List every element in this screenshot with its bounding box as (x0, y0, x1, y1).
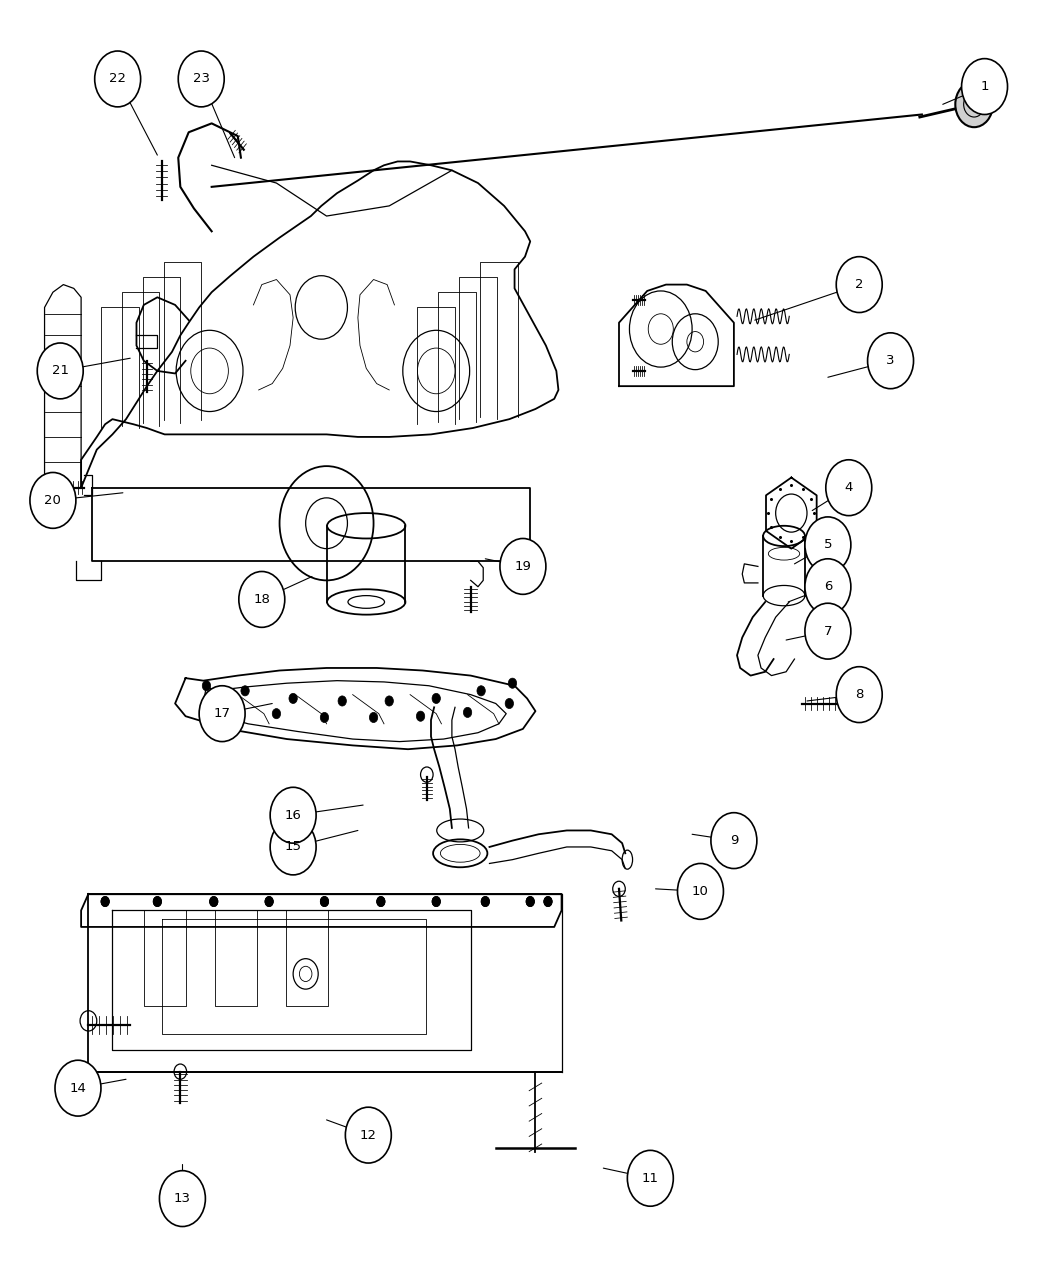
Circle shape (825, 460, 872, 515)
Text: 2: 2 (855, 278, 863, 291)
Circle shape (526, 896, 534, 907)
Circle shape (338, 696, 347, 706)
Text: 16: 16 (285, 808, 301, 821)
Circle shape (289, 694, 297, 704)
Circle shape (477, 686, 485, 696)
Circle shape (500, 538, 546, 594)
Circle shape (432, 694, 440, 704)
Text: 13: 13 (174, 1192, 191, 1205)
Text: 1: 1 (981, 80, 989, 93)
Circle shape (270, 819, 316, 875)
Circle shape (270, 787, 316, 843)
Circle shape (345, 1107, 392, 1163)
Circle shape (94, 51, 141, 107)
Text: 10: 10 (692, 885, 709, 898)
Text: 9: 9 (730, 834, 738, 847)
Circle shape (711, 812, 757, 868)
Circle shape (37, 343, 83, 399)
Text: 12: 12 (360, 1128, 377, 1141)
Text: 18: 18 (253, 593, 270, 606)
Text: 8: 8 (855, 688, 863, 701)
Circle shape (481, 896, 489, 907)
Text: 23: 23 (193, 73, 210, 85)
Circle shape (320, 896, 329, 907)
Circle shape (320, 896, 329, 907)
Circle shape (101, 896, 109, 907)
Circle shape (805, 603, 851, 659)
Circle shape (526, 896, 534, 907)
Circle shape (377, 896, 385, 907)
Circle shape (505, 699, 513, 709)
Circle shape (265, 896, 273, 907)
Circle shape (463, 708, 471, 718)
Circle shape (962, 59, 1008, 115)
Circle shape (210, 896, 218, 907)
Circle shape (432, 896, 440, 907)
Circle shape (153, 896, 162, 907)
Text: 11: 11 (642, 1172, 658, 1184)
Circle shape (178, 51, 225, 107)
Circle shape (370, 713, 378, 723)
Circle shape (956, 82, 993, 128)
Circle shape (265, 896, 273, 907)
Text: 7: 7 (823, 625, 833, 638)
Circle shape (30, 473, 76, 528)
Circle shape (272, 709, 280, 719)
Text: 21: 21 (51, 365, 68, 377)
Circle shape (836, 667, 882, 723)
Text: 17: 17 (213, 708, 231, 720)
Circle shape (432, 896, 440, 907)
Circle shape (836, 256, 882, 312)
Circle shape (677, 863, 723, 919)
Text: 15: 15 (285, 840, 301, 853)
Circle shape (508, 678, 517, 689)
Circle shape (153, 896, 162, 907)
Circle shape (867, 333, 914, 389)
Circle shape (627, 1150, 673, 1206)
Circle shape (200, 686, 245, 742)
Circle shape (210, 896, 218, 907)
Circle shape (240, 686, 249, 696)
Circle shape (101, 896, 109, 907)
Text: 19: 19 (514, 560, 531, 572)
Circle shape (203, 681, 211, 691)
Circle shape (320, 713, 329, 723)
Circle shape (544, 896, 552, 907)
Circle shape (55, 1061, 101, 1116)
Circle shape (481, 896, 489, 907)
Circle shape (229, 703, 236, 713)
Circle shape (377, 896, 385, 907)
Text: 4: 4 (844, 481, 853, 495)
Text: 3: 3 (886, 354, 895, 367)
Circle shape (417, 711, 425, 722)
Circle shape (160, 1170, 206, 1227)
Text: 22: 22 (109, 73, 126, 85)
Circle shape (385, 696, 394, 706)
Text: 5: 5 (823, 538, 833, 551)
Circle shape (238, 571, 285, 627)
Text: 20: 20 (44, 493, 61, 507)
Circle shape (544, 896, 552, 907)
Circle shape (805, 516, 851, 572)
Circle shape (805, 558, 851, 615)
Text: 6: 6 (823, 580, 832, 593)
Text: 14: 14 (69, 1081, 86, 1095)
